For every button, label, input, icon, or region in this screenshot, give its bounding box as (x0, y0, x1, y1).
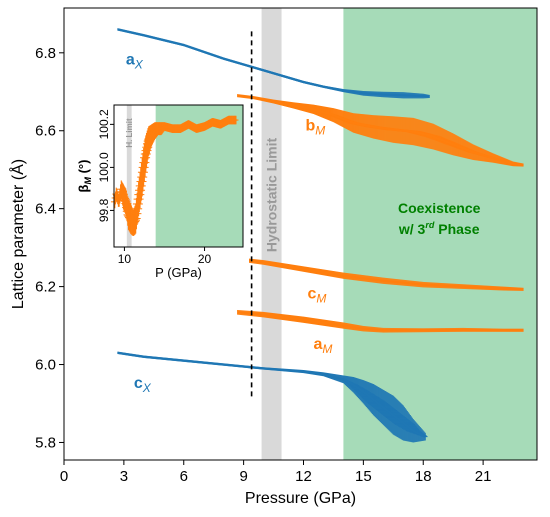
x-tick-label: 0 (60, 468, 68, 485)
y-axis-label: Lattice parameter (Å) (8, 159, 27, 309)
series-line (113, 118, 237, 226)
main-axes: 0 3 6 9 12 15 18 21 5.8 6.0 6.2 6.4 6.6 6.8 Pressure (… (8, 7, 538, 507)
series-aM (237, 309, 524, 333)
x-tick-label: 12 (295, 468, 312, 485)
coexistence-label-line1: Coexistence (398, 200, 481, 216)
x-tick-label: 6 (180, 468, 188, 485)
series-label-main: b (305, 118, 315, 135)
inset-series-betaM (110, 115, 239, 236)
hydrostatic-limit-region (261, 8, 282, 460)
inset-y-tick-label: 99.8 (97, 198, 111, 222)
hydrostatic-limit-label: Hydrostatic Limit (264, 137, 280, 252)
y-tick-label: 6.6 (35, 123, 56, 140)
x-tick-label: 9 (239, 468, 247, 485)
inset-y-tick-label: 100.2 (97, 109, 111, 139)
y-tick-label: 6.4 (35, 201, 56, 218)
inset-chart: H. Limit 10 20 99.8 100.0 100.2 P (GPa) βM (°) (74, 99, 249, 289)
series-aX (117, 28, 430, 99)
series-label-main: a (313, 336, 322, 353)
series-line (117, 351, 426, 438)
inset-h-limit-label: H. Limit (125, 118, 134, 148)
series-bM (237, 94, 524, 167)
series-label-aX: aX (126, 52, 144, 72)
y-tick-label: 6.0 (35, 357, 56, 374)
inset-y-axis-label: βM (°) (76, 160, 93, 193)
inset-x-tick-label: 10 (118, 252, 132, 266)
series-label-sub: M (316, 291, 326, 305)
main-series (117, 28, 524, 443)
coexistence-label-line2: w/ 3rd Phase (398, 220, 480, 237)
series-label-sub: X (134, 58, 144, 72)
inset-frame (113, 104, 244, 248)
y-tick-label: 5.8 (35, 434, 56, 451)
coexistence-region (343, 8, 537, 460)
x-axis-label: Pressure (GPa) (245, 490, 356, 507)
series-label-main: c (307, 285, 316, 302)
y-tick-label: 6.2 (35, 279, 56, 296)
series-line (237, 311, 524, 332)
inset-x-tick-label: 20 (198, 252, 212, 266)
series-label-main: c (134, 375, 143, 392)
series-label-bM: bM (305, 118, 325, 138)
series-line (237, 258, 524, 291)
main-regions (261, 8, 537, 460)
series-label-sub: M (315, 124, 325, 138)
series-label-cM: cM (307, 285, 326, 305)
plot-frame (63, 7, 538, 461)
series-label-cX: cX (134, 375, 152, 395)
inset-y-tick-label: 100.0 (97, 152, 111, 182)
x-tick-label: 18 (415, 468, 432, 485)
inset-h-limit-region (126, 105, 132, 247)
series-label-sub: X (142, 381, 152, 395)
x-tick-label: 15 (355, 468, 372, 485)
series-cM (237, 257, 524, 291)
series-cX (117, 351, 428, 443)
series-label-sub: M (322, 342, 332, 356)
y-tick-label: 6.8 (35, 45, 56, 62)
series-label-main: a (126, 52, 135, 69)
x-tick-label: 3 (120, 468, 128, 485)
series-line (117, 28, 430, 98)
series-label-aM: aM (313, 336, 332, 356)
series-line (237, 94, 524, 167)
inset-x-axis-label: P (GPa) (155, 265, 202, 280)
x-tick-label: 21 (475, 468, 492, 485)
